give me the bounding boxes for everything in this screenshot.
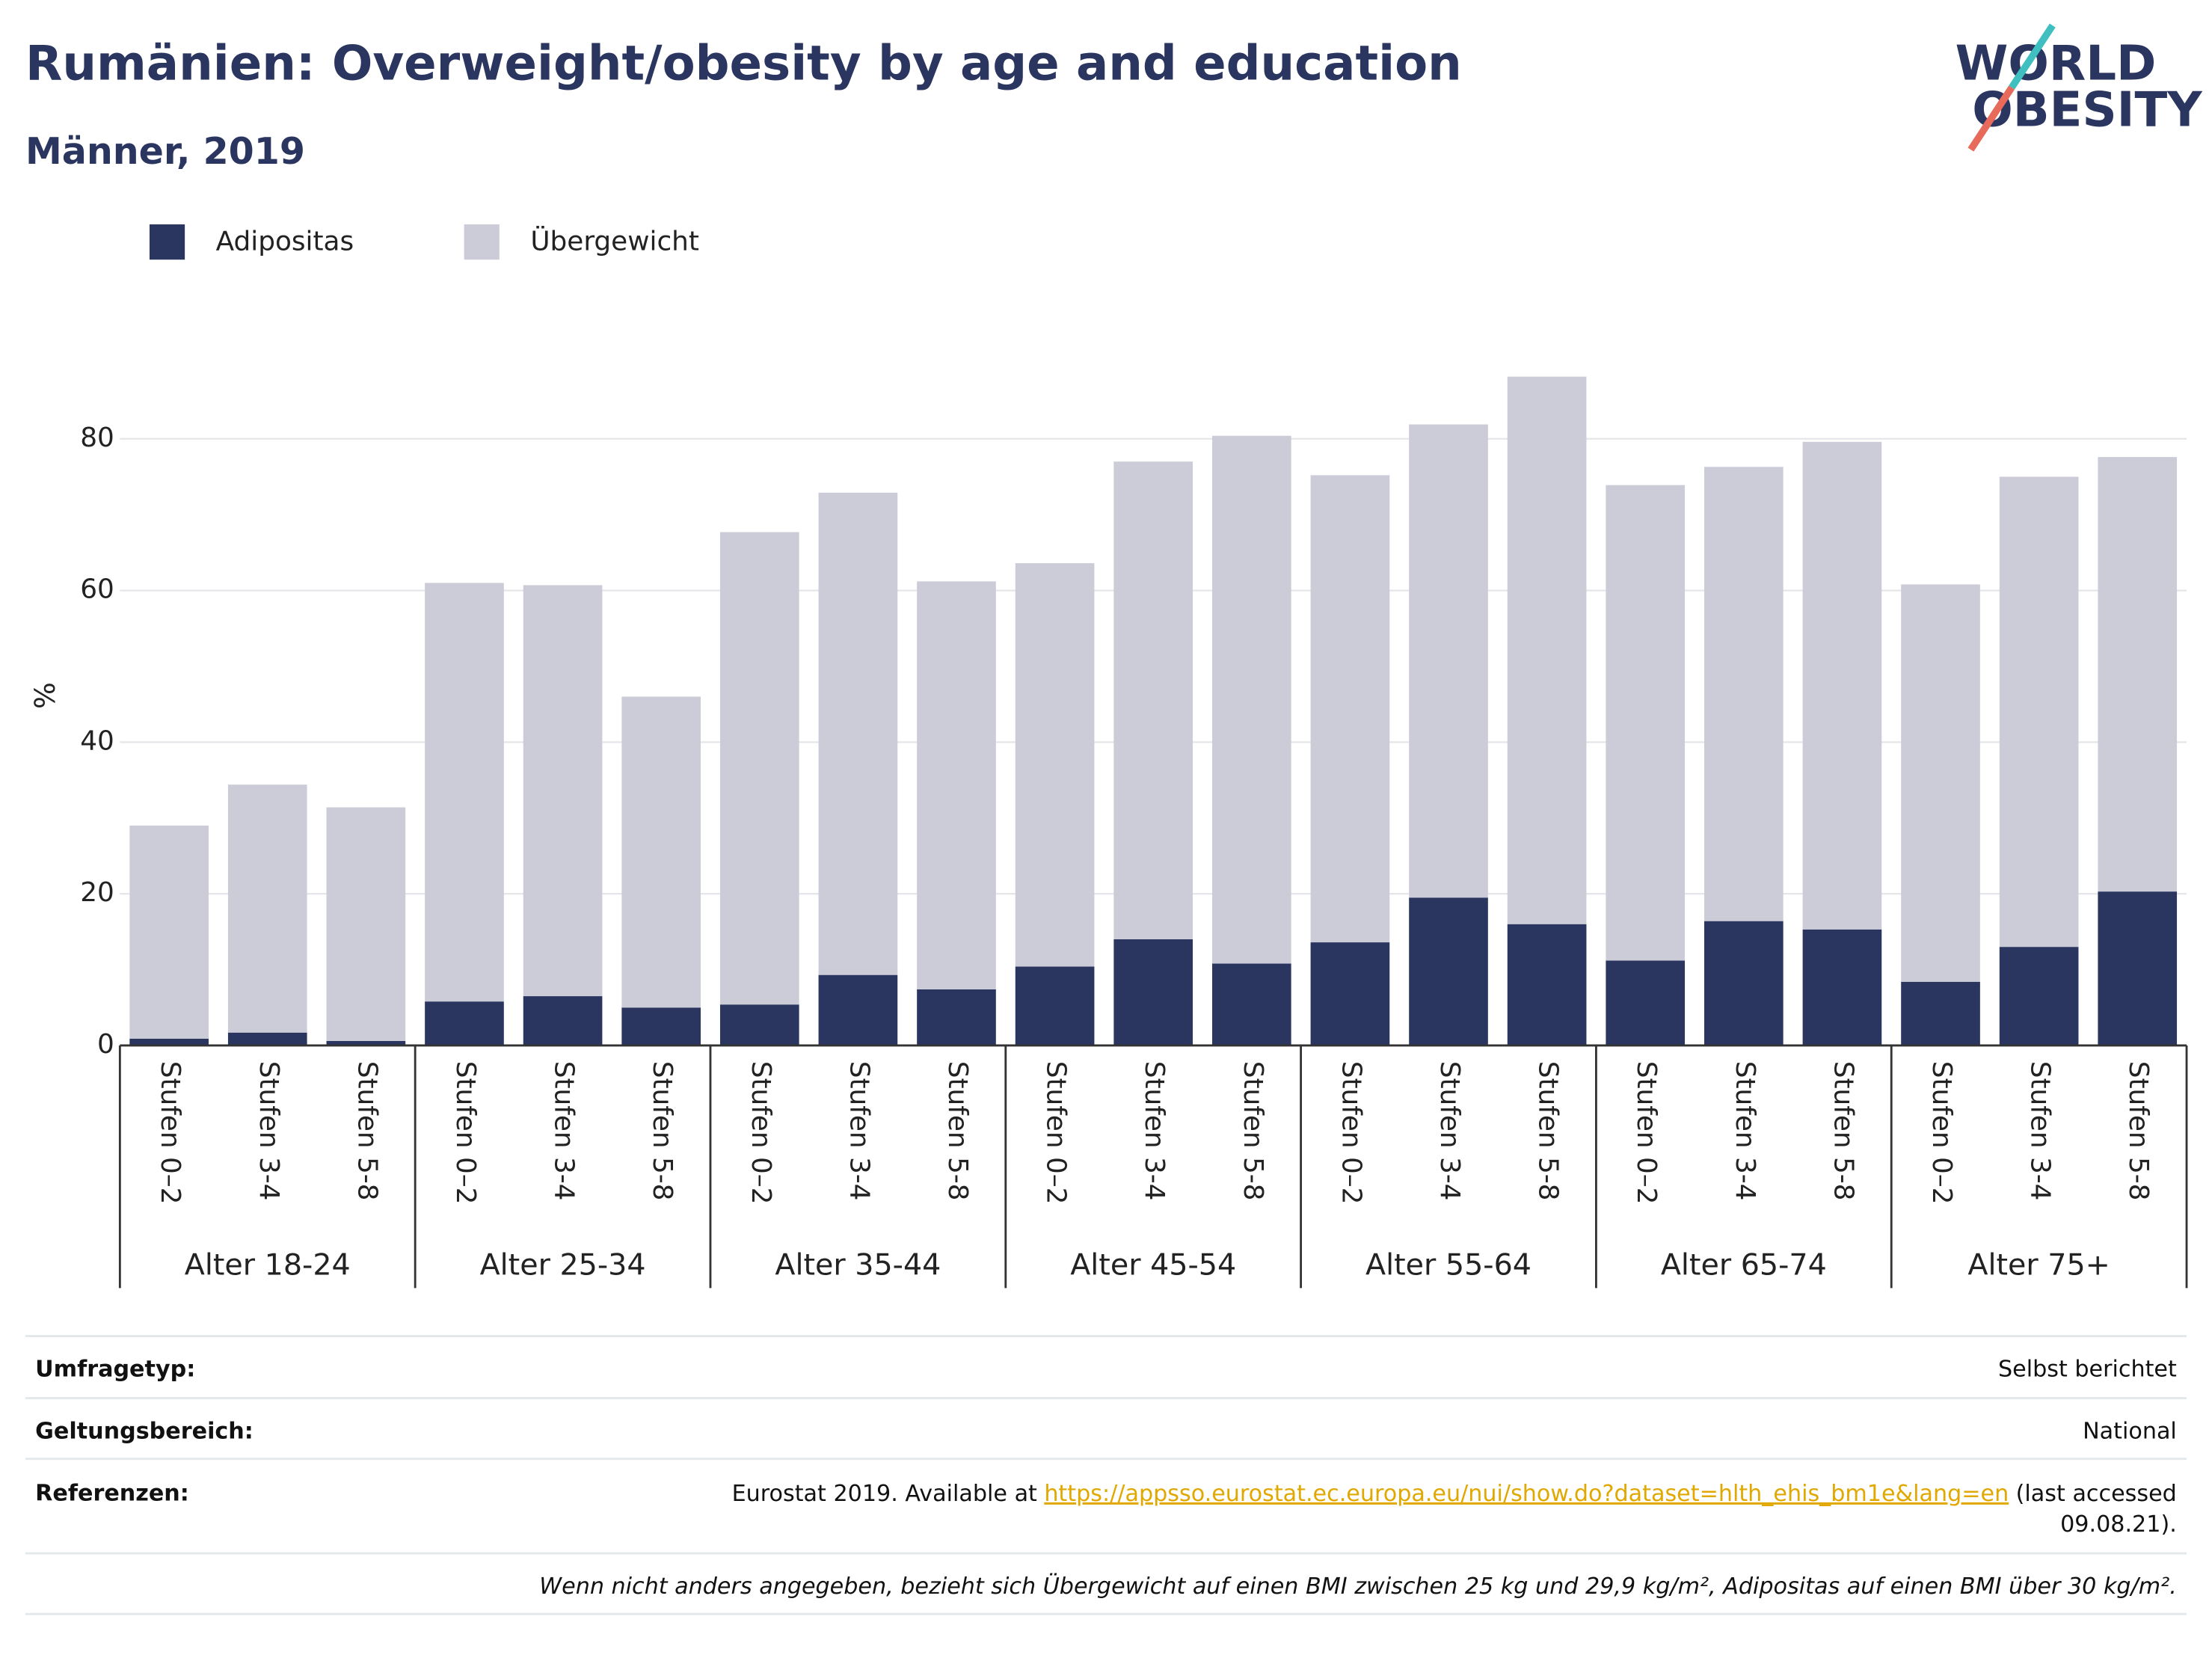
bar-segment — [1015, 563, 1095, 967]
bar-segment — [621, 1007, 701, 1045]
bar-segment — [1704, 921, 1784, 1045]
bar-segment — [425, 1001, 504, 1045]
legend-swatch — [149, 224, 185, 260]
group-label: Alter 18-24 — [185, 1248, 351, 1283]
legend-label: Adipositas — [216, 227, 354, 257]
y-tick-label: 0 — [97, 1029, 114, 1060]
x-tick-label: Stufen 5-8 — [351, 1061, 382, 1201]
footnote: Wenn nicht anders angegeben, bezieht sic… — [539, 1572, 2177, 1600]
x-tick-label: Stufen 3-4 — [2025, 1061, 2056, 1201]
group-label: Alter 55-64 — [1365, 1248, 1531, 1283]
bar-segment — [1409, 897, 1488, 1045]
x-tick-label: Stufen 0–2 — [450, 1061, 481, 1205]
x-tick-label: Stufen 0–2 — [1041, 1061, 1072, 1205]
group-label: Alter 75+ — [1967, 1248, 2110, 1283]
bar-segment — [1507, 924, 1587, 1045]
y-tick-label: 60 — [80, 574, 114, 605]
x-tick-label: Stufen 0–2 — [1631, 1061, 1662, 1205]
bar-segment — [1113, 939, 1193, 1045]
group-label: Alter 25-34 — [480, 1248, 646, 1283]
bar-segment — [129, 1038, 209, 1045]
bar-segment — [2098, 457, 2178, 892]
logo: WORLD OBESITY — [1956, 23, 2203, 152]
bar-segment — [1211, 435, 1291, 964]
bar-segment — [1507, 376, 1587, 924]
bar-segment — [1211, 963, 1291, 1045]
chart-title: Rumänien: Overweight/obesity by age and … — [25, 35, 1462, 91]
x-tick-label: Stufen 5-8 — [1828, 1061, 1858, 1201]
x-tick-label: Stufen 3-4 — [1139, 1061, 1170, 1201]
x-tick-label: Stufen 5-8 — [2123, 1061, 2154, 1201]
bar-segment — [621, 696, 701, 1008]
bar-segment — [818, 492, 898, 975]
x-tick-label: Stufen 3-4 — [549, 1061, 580, 1201]
bar-segment — [523, 996, 603, 1045]
chart-subtitle: Männer, 2019 — [25, 129, 305, 173]
x-tick-label: Stufen 0–2 — [1926, 1061, 1957, 1205]
group-label: Alter 65-74 — [1661, 1248, 1827, 1283]
bar-segment — [227, 784, 307, 1033]
reference-link[interactable]: https://appsso.eurostat.ec.europa.eu/nui… — [1044, 1480, 2009, 1506]
bar-segment — [1901, 584, 1980, 982]
bar-segment — [1704, 467, 1784, 921]
x-tick-label: Stufen 5-8 — [1533, 1061, 1564, 1201]
bar-segment — [1802, 441, 1882, 930]
footer-value: Selbst berichtet — [1998, 1356, 2177, 1382]
group-label: Alter 35-44 — [775, 1248, 941, 1283]
x-tick-label: Stufen 5-8 — [1238, 1061, 1268, 1201]
bar-segment — [1310, 942, 1390, 1045]
x-tick-label: Stufen 3-4 — [1434, 1061, 1465, 1201]
bar-segment — [719, 532, 799, 1005]
legend-swatch — [464, 224, 500, 260]
bar-segment — [1802, 929, 1882, 1045]
footer-label: Referenzen: — [35, 1480, 189, 1506]
x-tick-label: Stufen 0–2 — [1336, 1061, 1366, 1205]
bar-segment — [2098, 891, 2178, 1045]
reference-suffix: (last accessed — [2016, 1480, 2177, 1506]
bar-segment — [523, 585, 603, 997]
bar-segment — [1113, 461, 1193, 940]
x-tick-label: Stufen 3-4 — [844, 1061, 874, 1201]
bar-segment — [326, 807, 406, 1041]
bar-segment — [1999, 476, 2079, 948]
x-tick-label: Stufen 3-4 — [1730, 1061, 1760, 1201]
bar-segment — [917, 581, 996, 989]
x-tick-label: Stufen 5-8 — [942, 1061, 973, 1201]
bar-segment — [1409, 424, 1488, 898]
bar-segment — [1606, 485, 1686, 961]
logo-slash-teal — [2009, 23, 2056, 90]
bar-segment — [719, 1004, 799, 1045]
y-tick-label: 20 — [80, 877, 114, 908]
bar-segment — [1015, 966, 1095, 1045]
x-tick-label: Stufen 5-8 — [647, 1061, 678, 1201]
y-tick-label: 40 — [80, 725, 114, 756]
footer-label: Geltungsbereich: — [35, 1418, 254, 1444]
x-tick-label: Stufen 0–2 — [746, 1061, 776, 1205]
bar-segment — [917, 989, 996, 1045]
bar-segment — [129, 825, 209, 1039]
bar-segment — [326, 1040, 406, 1045]
bar-segment — [1606, 960, 1686, 1045]
footer-label: Umfragetyp: — [35, 1356, 195, 1382]
bar-segment — [1999, 947, 2079, 1045]
bar-segment — [227, 1032, 307, 1045]
x-tick-label: Stufen 0–2 — [155, 1061, 185, 1205]
group-label: Alter 45-54 — [1070, 1248, 1236, 1283]
reference-prefix: Eurostat 2019. Available at — [732, 1480, 1037, 1506]
bar-segment — [1310, 475, 1390, 943]
logo-line1: WORLD — [1956, 35, 2157, 91]
reference-line: Eurostat 2019. Available at https://appss… — [732, 1480, 2177, 1506]
footer-value: National — [2083, 1418, 2177, 1444]
x-tick-label: Stufen 3-4 — [254, 1061, 284, 1201]
y-axis-label: % — [28, 682, 61, 709]
bar-segment — [1901, 981, 1980, 1045]
reference-line2: 09.08.21). — [2060, 1511, 2177, 1538]
legend-label: Übergewicht — [530, 226, 699, 257]
logo-slash-red — [1967, 85, 2015, 152]
bar-segment — [425, 583, 504, 1002]
y-tick-label: 80 — [80, 423, 114, 453]
bar-segment — [818, 974, 898, 1045]
